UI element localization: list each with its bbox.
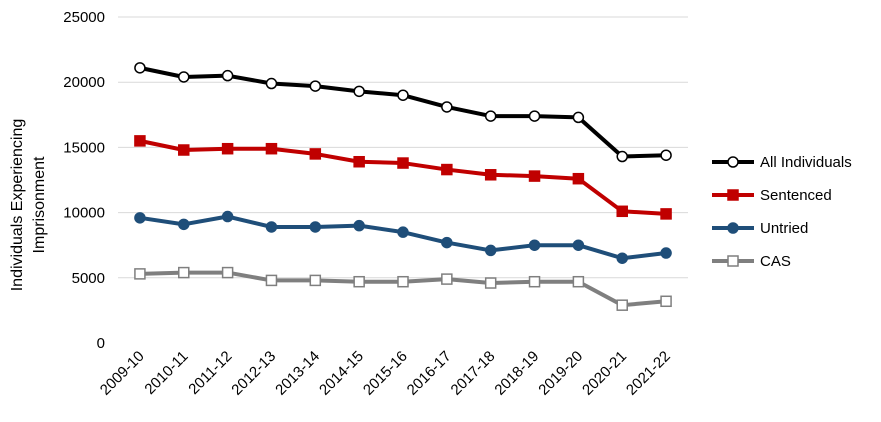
- x-tick-label: 2019-20: [535, 348, 586, 399]
- legend-item: Sentenced: [712, 187, 832, 204]
- y-axis-ticks: 0 5000 10000 15000 20000 25000: [63, 9, 105, 352]
- data-point: [528, 110, 541, 122]
- data-point: [353, 219, 365, 232]
- y-axis-title-line-2: Imprisonment: [31, 156, 48, 253]
- legend-label: Untried: [760, 220, 808, 237]
- x-tick-label: 2009-10: [97, 348, 148, 399]
- x-tick-label: 2017-18: [448, 348, 499, 399]
- data-point: [616, 299, 628, 311]
- series-group: [134, 62, 672, 311]
- y-axis-title-line-1: Individuals Experiencing: [9, 119, 26, 292]
- y-tick-label: 20000: [63, 74, 105, 91]
- data-point: [221, 266, 234, 279]
- data-point: [660, 247, 672, 259]
- data-point: [178, 266, 190, 279]
- legend-label: Sentenced: [760, 187, 832, 204]
- data-point: [265, 221, 278, 233]
- data-point: [221, 69, 234, 82]
- legend-marker: [727, 189, 739, 201]
- data-point: [441, 163, 453, 176]
- data-point: [441, 273, 453, 285]
- gridlines: [118, 16, 688, 279]
- y-tick-label: 0: [97, 335, 105, 352]
- data-point: [441, 101, 453, 113]
- data-point: [134, 268, 146, 280]
- data-point: [572, 172, 585, 185]
- y-tick-label: 5000: [72, 270, 105, 287]
- data-point: [309, 221, 322, 233]
- data-point: [528, 170, 541, 182]
- data-point: [572, 239, 585, 251]
- data-point: [397, 157, 409, 169]
- legend-marker: [727, 156, 739, 168]
- y-tick-label: 15000: [63, 139, 105, 156]
- data-point: [134, 62, 146, 74]
- data-point: [572, 275, 585, 288]
- series-all-individuals: [134, 62, 672, 163]
- legend-label: CAS: [760, 253, 791, 270]
- data-point: [309, 148, 322, 160]
- data-point: [660, 208, 672, 220]
- data-point: [616, 252, 628, 264]
- data-point: [616, 150, 628, 163]
- data-point: [572, 111, 585, 124]
- data-point: [441, 236, 453, 249]
- x-tick-label: 2020-21: [579, 348, 630, 399]
- data-point: [265, 142, 278, 155]
- series-line: [139, 138, 667, 216]
- data-point: [353, 275, 365, 288]
- legend-marker: [727, 222, 739, 234]
- data-point: [397, 89, 409, 101]
- data-point: [178, 218, 190, 231]
- data-point: [134, 212, 146, 224]
- legend-item: All Individuals: [712, 154, 852, 171]
- legend-label: All Individuals: [760, 154, 852, 171]
- data-point: [221, 142, 234, 155]
- y-axis-title: Individuals Experiencing Imprisonment: [9, 119, 48, 292]
- x-tick-label: 2014-15: [316, 348, 367, 399]
- x-tick-label: 2018-19: [491, 348, 542, 399]
- data-point: [178, 144, 190, 156]
- data-point: [397, 226, 409, 238]
- legend-marker: [727, 255, 739, 267]
- x-tick-label: 2021-22: [623, 348, 674, 399]
- y-tick-label: 25000: [63, 9, 105, 26]
- data-point: [484, 277, 497, 289]
- data-point: [353, 155, 365, 168]
- data-point: [528, 239, 541, 251]
- data-point: [660, 149, 672, 161]
- data-point: [134, 135, 146, 147]
- data-point: [309, 274, 322, 287]
- data-point: [309, 80, 322, 92]
- x-tick-label: 2012-13: [228, 348, 279, 399]
- series-line: [139, 65, 667, 159]
- data-point: [616, 205, 628, 218]
- data-point: [528, 275, 541, 288]
- data-point: [178, 71, 190, 83]
- legend: All Individuals Sentenced Untried CAS: [712, 154, 852, 270]
- data-point: [265, 274, 278, 287]
- data-point: [221, 210, 234, 223]
- x-tick-label: 2013-14: [272, 348, 323, 399]
- data-point: [660, 295, 672, 308]
- series-sentenced: [134, 135, 672, 220]
- data-point: [353, 85, 365, 98]
- data-point: [484, 244, 497, 257]
- data-point: [265, 77, 278, 90]
- x-axis-ticks: 2009-102010-112011-122012-132013-142014-…: [97, 348, 674, 399]
- series-untried: [134, 210, 672, 264]
- x-tick-label: 2016-17: [404, 348, 455, 399]
- data-point: [484, 169, 497, 181]
- y-tick-label: 10000: [63, 205, 105, 222]
- data-point: [397, 275, 409, 288]
- legend-item: Untried: [712, 220, 808, 237]
- legend-item: CAS: [712, 253, 791, 270]
- series-cas: [134, 266, 672, 311]
- x-tick-label: 2011-12: [185, 348, 235, 398]
- data-point: [484, 110, 497, 122]
- x-tick-label: 2015-16: [360, 348, 411, 399]
- x-tick-label: 2010-11: [141, 348, 191, 398]
